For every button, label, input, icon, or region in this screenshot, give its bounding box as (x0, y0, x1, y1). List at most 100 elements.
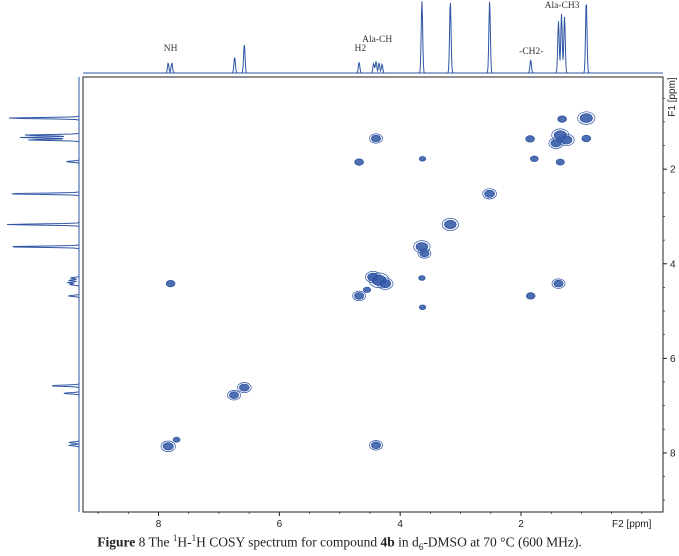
cross-peak-contour (162, 442, 174, 451)
cross-peak (376, 277, 394, 290)
cross-peak-contour (579, 113, 593, 123)
cross-peak-contour (379, 279, 392, 289)
caption-sup-1: 1 (172, 533, 178, 543)
cross-peak-contour (560, 135, 573, 145)
cross-peak-outer-contour (548, 137, 564, 149)
x-axis: 8 6 4 2 (97, 512, 643, 530)
cross-peak (417, 248, 432, 259)
cross-peak-contour (172, 436, 181, 443)
cross-peak-outer-contour (237, 382, 252, 394)
cross-peak (172, 436, 181, 443)
cross-peak (557, 115, 567, 123)
f1-projection-trace (7, 77, 80, 512)
cross-peak (165, 279, 176, 288)
cross-peak (581, 134, 592, 143)
caption-figure-label: Figure (97, 534, 136, 550)
cross-peak-contour (228, 391, 239, 400)
cross-peak (369, 440, 383, 451)
cross-peak (555, 158, 565, 166)
cross-peak-contour (529, 155, 539, 162)
y-axis-label: F1 [ppm] (667, 77, 678, 117)
cross-peak-contour (418, 304, 427, 310)
peak-label: NH (164, 44, 178, 54)
cross-peak-contour (550, 139, 562, 148)
cross-peak-contour (525, 135, 535, 143)
cross-peaks (160, 111, 596, 452)
cross-peak-contour (354, 292, 365, 300)
cross-peak-contour (581, 134, 592, 143)
y-tick-label: 4 (670, 259, 676, 270)
cross-peak-contour (553, 279, 564, 288)
cross-peak-contour (362, 286, 372, 293)
cross-peak (352, 290, 366, 302)
cross-peak-contour (555, 158, 565, 166)
cross-peak (441, 218, 459, 231)
peak-label: H2 (354, 44, 366, 54)
x-tick-label: 4 (397, 519, 403, 530)
cross-peak (525, 135, 535, 143)
cross-peak-outer-contour (441, 218, 459, 231)
x-tick-label: 2 (518, 519, 524, 530)
f2-projection-trace (83, 1, 663, 74)
cross-peak-outer-contour (365, 271, 381, 283)
cross-peak-outer-contour (482, 188, 497, 200)
cross-peak-outer-contour (369, 133, 383, 144)
cross-peak-outer-contour (160, 440, 176, 452)
cross-peak (237, 382, 252, 394)
cross-peak-contour (354, 158, 364, 166)
cross-peak-contour (418, 275, 426, 281)
cross-peak (160, 440, 176, 452)
caption-text-2: H- (177, 534, 192, 550)
cross-peak-contour (419, 249, 430, 258)
cross-peak-contour (367, 272, 379, 282)
cross-peak-outer-contour (417, 248, 432, 259)
caption-figure-number: 8 (138, 534, 146, 550)
cross-peak (529, 155, 539, 162)
cross-peak-contour (370, 134, 381, 143)
peak-label: Ala-CH (362, 35, 392, 45)
cross-peak (354, 158, 364, 166)
cross-peak-contour (525, 292, 536, 300)
cross-peak-contour (165, 279, 176, 288)
cross-peak (548, 137, 564, 149)
cross-peak-outer-contour (227, 390, 241, 401)
caption-sub-1: 6 (418, 542, 424, 553)
cross-peak-outer-contour (376, 277, 394, 290)
cross-peak-contour (557, 115, 567, 123)
cross-peak (227, 390, 241, 401)
cross-peak-contour (444, 219, 457, 230)
cross-peak (482, 188, 497, 200)
caption-text-5: -DMSO at 70 °C (600 MHz). (423, 534, 582, 550)
caption-compound: 4b (380, 534, 395, 550)
cross-peak-outer-contour (577, 111, 596, 125)
cross-peak-outer-contour (551, 278, 566, 289)
cross-peak-outer-contour (352, 290, 366, 302)
x-tick-label: 6 (277, 519, 283, 530)
y-tick-label: 2 (670, 165, 676, 176)
cross-peak-outer-contour (369, 440, 383, 451)
cross-peak (525, 292, 536, 300)
cross-peak-contour (415, 242, 429, 252)
f1-projection (7, 77, 80, 512)
caption-text-4: in d (394, 534, 419, 550)
x-tick-label: 8 (156, 519, 162, 530)
caption-text-3: H COSY spectrum for compound (196, 534, 381, 550)
peak-label: -CH2- (519, 47, 543, 57)
cross-peak-contour (484, 189, 495, 198)
cross-peak-contour (418, 156, 427, 162)
cross-peak-contour (370, 441, 381, 450)
y-tick-label: 8 (670, 448, 676, 459)
cross-peak (577, 111, 596, 125)
caption-sup-2: 1 (191, 533, 197, 543)
cross-peak (551, 278, 566, 289)
cross-peak (369, 133, 383, 144)
x-axis-label: F2 [ppm] (612, 519, 652, 530)
cross-peak (418, 275, 426, 281)
y-tick-label: 6 (670, 354, 676, 365)
cross-peak-contour (239, 383, 250, 392)
cross-peak (362, 286, 372, 293)
caption-text-1: The (148, 534, 173, 550)
peak-label: Ala-CH3 (545, 1, 580, 11)
